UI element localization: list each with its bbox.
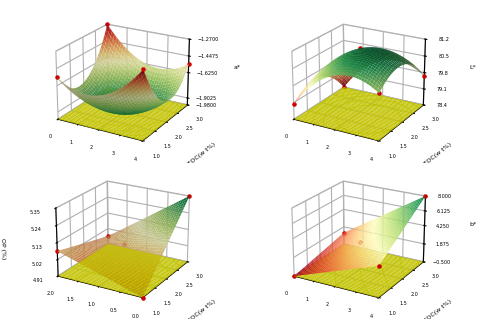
X-axis label: a-TOC(w t%): a-TOC(w t%) [183,299,216,319]
Y-axis label: a-TOC(w t%): a-TOC(w t%) [183,142,216,170]
Y-axis label: a-TOC(w t%): a-TOC(w t%) [419,142,453,170]
X-axis label: C15A(w t%): C15A(w t%) [296,165,333,179]
X-axis label: C15A(w t%): C15A(w t%) [60,165,97,179]
Y-axis label: a-TOC(w t%): a-TOC(w t%) [419,299,453,319]
